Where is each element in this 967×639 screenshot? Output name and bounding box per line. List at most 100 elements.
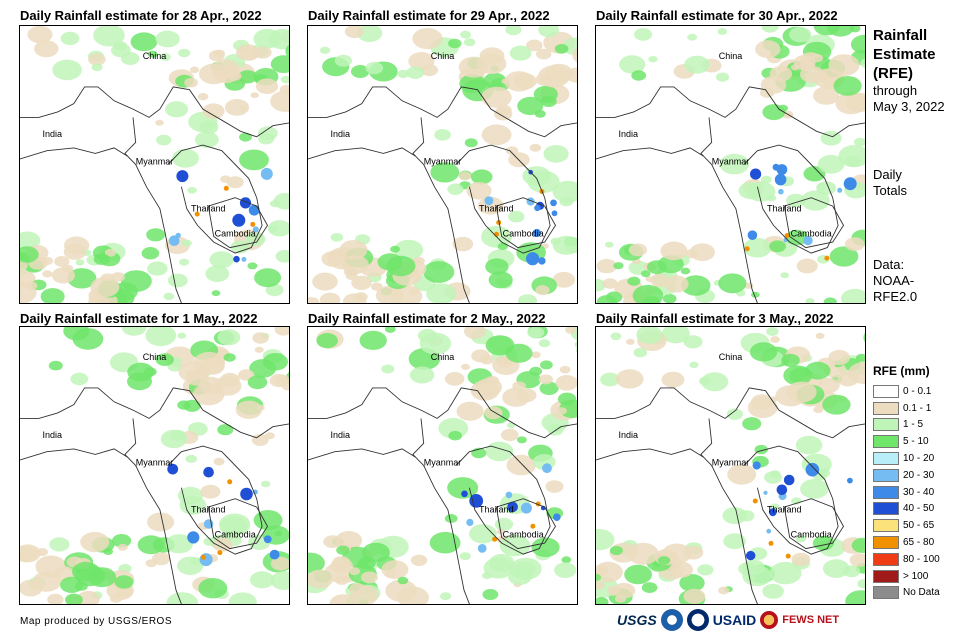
rain-patch: [499, 534, 531, 557]
rain-patch: [466, 182, 492, 200]
rain-cell: [783, 474, 795, 486]
rain-patch: [60, 576, 84, 593]
rain-patch: [785, 229, 808, 246]
rain-cell: [772, 163, 780, 171]
rain-patch: [500, 428, 519, 442]
rain-patch: [715, 72, 730, 82]
rain-patch: [458, 56, 489, 78]
rain-patch: [689, 361, 699, 368]
rain-patch: [469, 524, 497, 544]
rain-patch: [226, 176, 244, 189]
rain-patch: [247, 262, 258, 270]
rain-patch: [684, 55, 710, 74]
rain-patch: [660, 241, 688, 261]
rain-patch: [795, 435, 823, 455]
data-line-3: RFE2.0: [873, 289, 918, 304]
rain-patch: [179, 496, 207, 515]
rain-patch: [155, 119, 164, 126]
rain-patch: [538, 26, 559, 38]
rain-patch: [280, 75, 289, 84]
rain-patch: [833, 76, 862, 96]
rain-cell: [252, 226, 259, 233]
legend-item: 65 - 80: [873, 534, 940, 551]
rain-patch: [274, 327, 289, 336]
rain-cell-heavy: [496, 220, 502, 225]
rain-patch: [815, 332, 825, 339]
rain-patch: [476, 378, 503, 397]
rain-patch: [397, 69, 410, 79]
rain-patch: [786, 381, 817, 403]
rain-patch: [329, 594, 357, 604]
rain-patch: [166, 592, 199, 604]
rain-patch: [147, 261, 168, 276]
rain-patch: [213, 376, 242, 396]
rain-patch: [252, 332, 269, 344]
rain-patch: [335, 531, 363, 550]
rain-patch: [778, 104, 788, 112]
rain-patch: [339, 240, 368, 260]
rain-patch: [25, 281, 38, 290]
legend-item: 10 - 20: [873, 450, 940, 467]
rain-patch: [550, 237, 562, 246]
rain-patch: [679, 574, 705, 592]
rain-patch: [423, 261, 455, 283]
rain-patch: [103, 548, 113, 555]
rain-patch: [275, 375, 289, 386]
rain-patch: [408, 52, 435, 71]
rain-patch: [769, 561, 802, 585]
rain-cell: [774, 173, 787, 186]
rain-patch: [494, 517, 514, 531]
rain-patch: [253, 28, 282, 49]
rain-patch: [545, 480, 564, 493]
legend-swatch: [873, 418, 899, 432]
rain-patch: [91, 63, 103, 72]
country-boundary: [412, 418, 470, 604]
rain-patch: [255, 78, 279, 94]
country-boundary: [308, 448, 416, 461]
rain-patch: [828, 54, 860, 76]
rain-patch: [344, 26, 364, 39]
rain-patch: [199, 357, 225, 375]
rain-patch: [717, 28, 728, 35]
rain-patch: [531, 351, 541, 359]
legend-label: 20 - 30: [903, 469, 935, 481]
rain-patch: [647, 260, 667, 274]
rain-cell: [187, 531, 200, 544]
rain-patch: [217, 424, 234, 436]
rain-patch: [506, 454, 536, 476]
rain-patch: [670, 561, 693, 578]
legend-label: 50 - 65: [903, 520, 935, 532]
rain-cell: [176, 170, 189, 183]
rain-patch: [228, 592, 257, 604]
rain-patch: [516, 436, 527, 444]
country-boundary: [20, 387, 289, 439]
rainfall-map-6: China India Myanmar Thailand Cambodia: [595, 326, 866, 605]
rainfall-map-1: China India Myanmar Thailand Cambodia: [19, 25, 290, 304]
rain-patch: [269, 200, 280, 208]
rain-patch: [742, 417, 762, 431]
rain-cell: [550, 199, 557, 207]
rain-patch: [602, 278, 618, 289]
legend-label: 0.1 - 1: [903, 402, 932, 414]
rain-patch: [63, 244, 87, 260]
legend-swatch: [873, 401, 899, 415]
legend-swatch: [873, 485, 899, 499]
rain-patch: [501, 78, 510, 85]
rain-patch: [576, 348, 577, 353]
legend-swatch: [873, 586, 899, 600]
rain-patch: [849, 26, 861, 33]
rain-patch: [628, 243, 648, 257]
rain-cell: [750, 168, 762, 180]
rain-patch: [110, 272, 125, 282]
rain-patch: [762, 583, 784, 599]
rain-cell: [747, 230, 758, 240]
rain-patch: [540, 360, 553, 370]
rain-patch: [386, 255, 416, 277]
legend-swatch: [873, 435, 899, 449]
rain-patch: [795, 534, 807, 543]
rainfall-map-2: China India Myanmar Thailand Cambodia: [307, 25, 578, 304]
rain-patch: [147, 50, 158, 58]
legend-item: 1 - 5: [873, 417, 940, 434]
rain-patch: [20, 579, 43, 597]
country-boundary: [596, 86, 865, 138]
